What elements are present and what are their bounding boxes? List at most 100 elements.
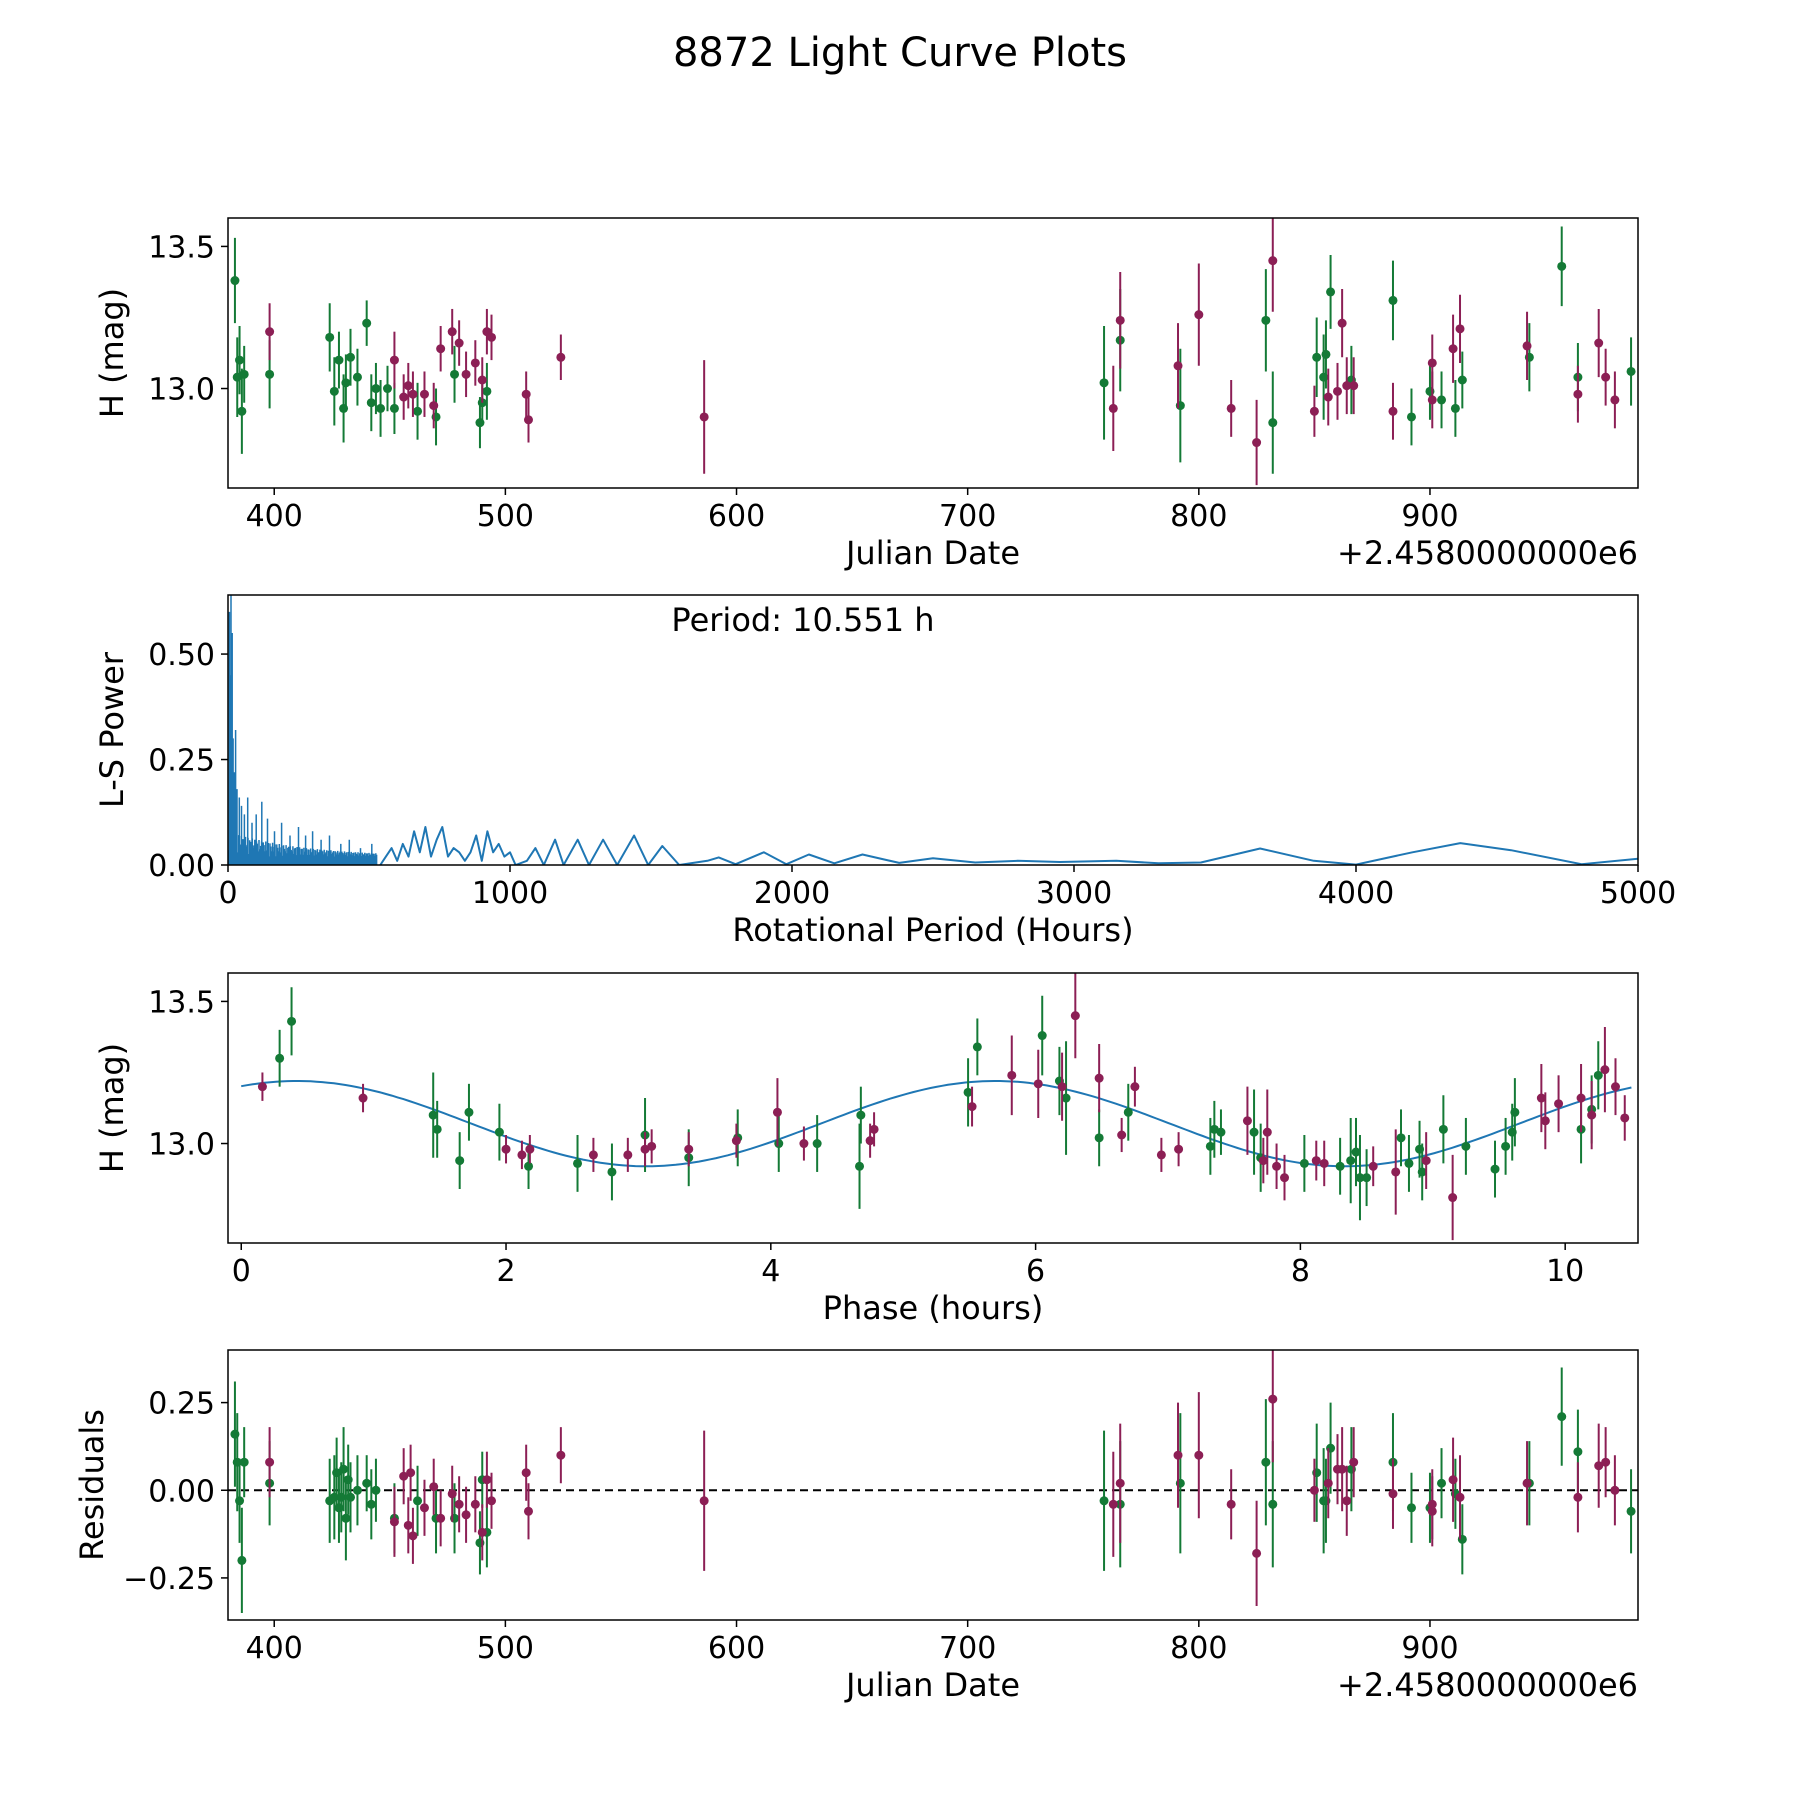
green-data-point — [1094, 1109, 1104, 1167]
marker — [1362, 1173, 1372, 1183]
green-data-point — [607, 1143, 617, 1201]
marker — [1268, 256, 1278, 266]
marker — [494, 1127, 504, 1137]
marker — [1333, 386, 1343, 396]
marker — [1626, 366, 1636, 376]
x-tick-label: 800 — [1170, 1631, 1227, 1666]
marker — [865, 1136, 875, 1146]
magenta-data-point — [521, 371, 531, 417]
marker — [556, 352, 566, 362]
marker — [1061, 1093, 1071, 1103]
marker — [501, 1144, 511, 1154]
x-axis-label: Julian Date — [844, 1666, 1020, 1704]
magenta-data-point — [1174, 1132, 1184, 1167]
marker — [523, 1506, 533, 1516]
marker — [334, 355, 344, 365]
magenta-data-point — [1448, 314, 1458, 383]
marker — [856, 1110, 866, 1120]
green-data-point — [413, 1465, 423, 1536]
x-tick-label: 500 — [477, 1631, 534, 1666]
green-data-point — [339, 1427, 349, 1512]
marker — [556, 1450, 566, 1460]
magenta-data-point — [477, 1504, 487, 1561]
magenta-data-point — [967, 1086, 977, 1127]
y-tick-label: 0.25 — [148, 744, 215, 779]
marker — [1501, 1141, 1511, 1151]
magenta-data-point — [447, 308, 457, 355]
marker — [341, 1513, 351, 1523]
marker — [1438, 1124, 1448, 1134]
marker — [413, 406, 423, 416]
marker — [1576, 1093, 1586, 1103]
marker — [362, 1478, 372, 1488]
magenta-data-point — [731, 1123, 741, 1158]
green-data-point — [1216, 1109, 1226, 1155]
magenta-data-point — [1108, 1451, 1118, 1557]
marker — [1368, 1161, 1378, 1171]
green-data-point — [428, 1072, 438, 1158]
marker — [774, 1139, 784, 1149]
marker — [1326, 287, 1336, 297]
marker — [1455, 1492, 1465, 1502]
marker — [389, 403, 399, 413]
marker — [1351, 1147, 1361, 1157]
x-tick-label: 3000 — [1036, 876, 1112, 911]
x-tick-label: 5000 — [1600, 876, 1676, 911]
green-data-point — [1438, 1095, 1448, 1164]
marker — [1594, 338, 1604, 348]
magenta-data-point — [1601, 1427, 1611, 1498]
marker — [235, 355, 245, 365]
marker — [1309, 1485, 1319, 1495]
marker — [1573, 1492, 1583, 1502]
x-tick-label: 700 — [939, 499, 996, 534]
marker — [346, 1492, 356, 1502]
marker — [972, 1042, 982, 1052]
magenta-data-point — [389, 331, 399, 389]
green-data-point — [1593, 1041, 1603, 1110]
magenta-data-point — [523, 397, 533, 443]
marker — [470, 1499, 480, 1509]
green-data-point — [1299, 1135, 1309, 1192]
magenta-data-point — [1319, 1140, 1329, 1187]
magenta-data-point — [399, 374, 409, 420]
marker — [358, 1093, 368, 1103]
marker — [623, 1150, 633, 1160]
green-data-point — [1123, 1083, 1133, 1141]
marker — [1268, 418, 1278, 428]
green-data-point — [1099, 1430, 1109, 1571]
marker — [1406, 412, 1416, 422]
marker — [1242, 1116, 1252, 1126]
x-tick-label: 400 — [246, 499, 303, 534]
marker — [1226, 403, 1236, 413]
marker — [487, 332, 497, 342]
x-tick-label: 1000 — [472, 876, 548, 911]
green-data-point — [855, 1123, 865, 1209]
marker — [325, 332, 335, 342]
marker — [382, 384, 392, 394]
green-data-point — [352, 348, 362, 406]
marker — [1450, 403, 1460, 413]
marker — [408, 389, 418, 399]
marker — [470, 358, 480, 368]
marker — [1417, 1167, 1427, 1177]
marker — [1123, 1107, 1133, 1117]
marker — [408, 1531, 418, 1541]
marker — [429, 401, 439, 411]
residuals-panel: 400 500 600 700 800 900 −0.25 0.00 0.25 Julian Da… — [73, 1349, 1639, 1704]
magenta-data-point — [623, 1137, 633, 1172]
green-data-point — [352, 1455, 362, 1526]
magenta-data-point — [470, 340, 480, 386]
x-tick-label: 400 — [246, 1631, 303, 1666]
marker — [454, 338, 464, 348]
x-tick-label: 600 — [708, 1631, 765, 1666]
green-data-point — [239, 345, 249, 403]
marker — [1117, 1130, 1127, 1140]
green-data-point — [371, 1458, 381, 1522]
marker — [1346, 1156, 1356, 1166]
marker — [1610, 1082, 1620, 1092]
marker — [1573, 389, 1583, 399]
green-data-point — [812, 1115, 822, 1172]
x-tick-label: 4000 — [1318, 876, 1394, 911]
magenta-data-point — [419, 1479, 429, 1536]
green-data-point — [334, 331, 344, 389]
